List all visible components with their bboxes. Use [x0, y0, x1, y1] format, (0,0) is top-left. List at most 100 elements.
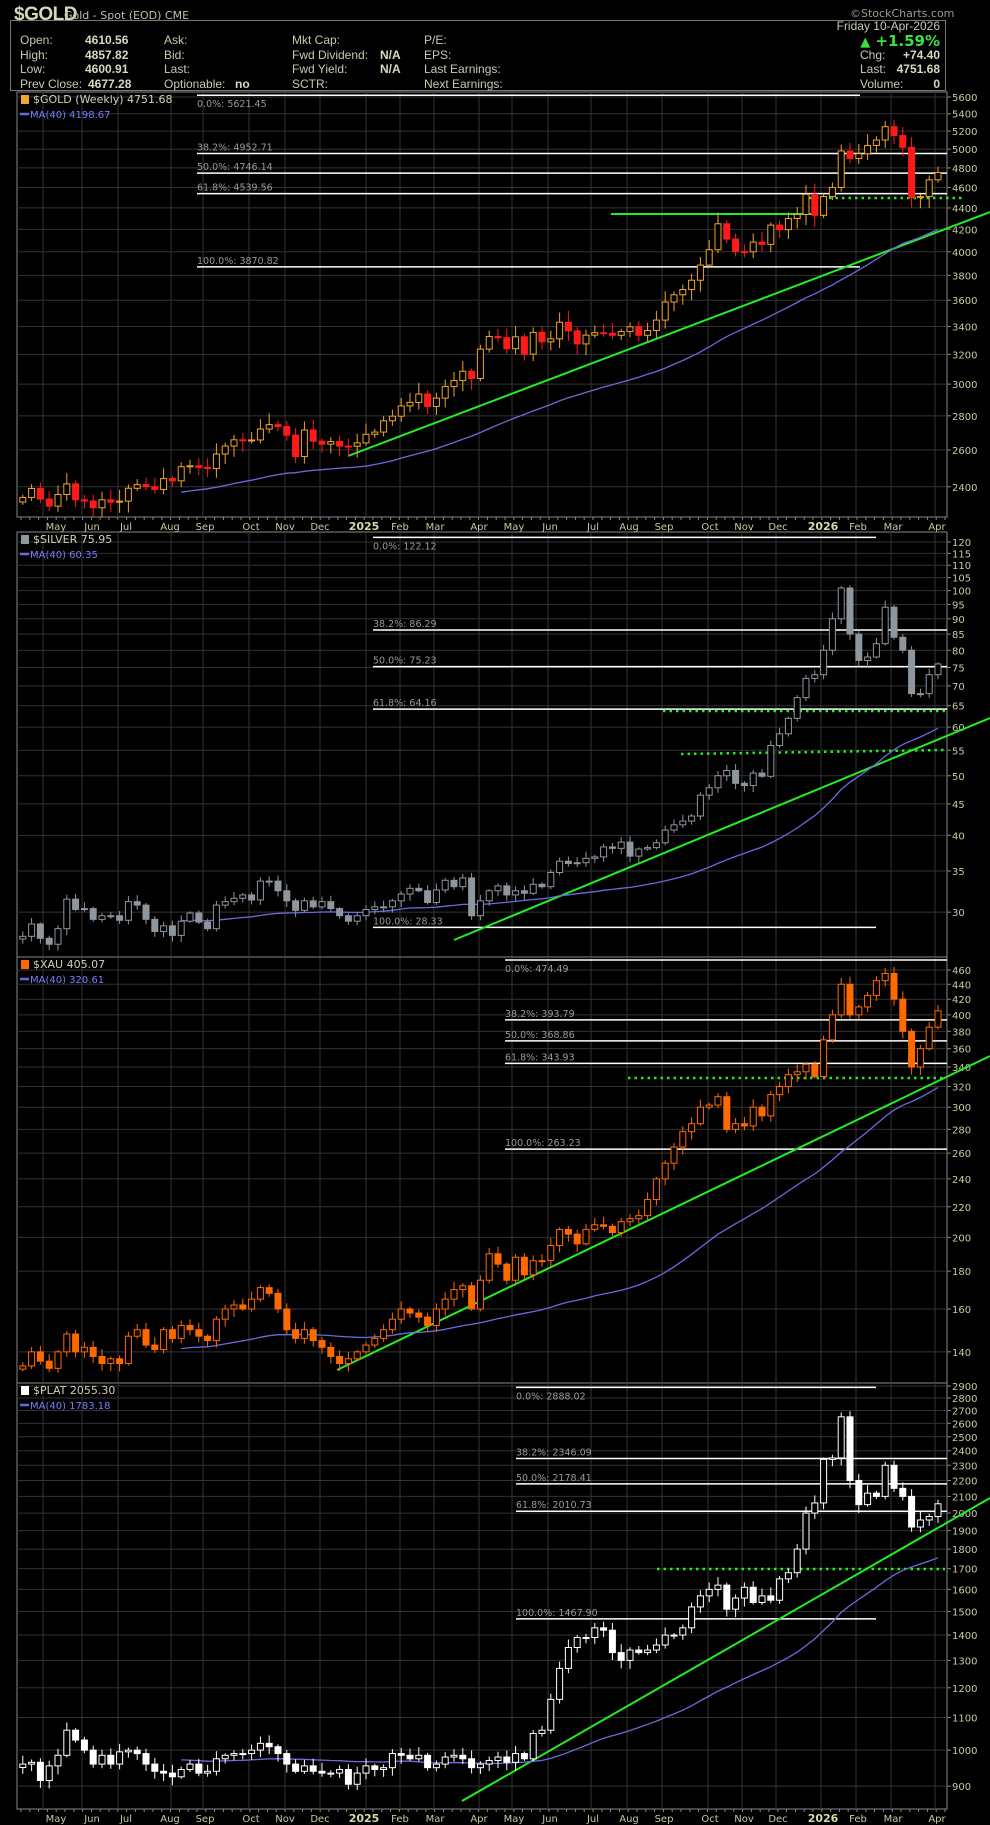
candle-body — [274, 1292, 282, 1310]
candle — [195, 1758, 203, 1777]
candle — [617, 328, 625, 341]
chg-label: Chg: — [860, 48, 886, 62]
y-tick-label: 180 — [952, 1267, 971, 1278]
candle — [124, 896, 132, 925]
fib-level-label: 100.0%: 3870.82 — [197, 256, 279, 267]
candle-body — [688, 1123, 696, 1133]
candle-body — [899, 135, 907, 148]
candle — [54, 1748, 62, 1775]
candle-body — [98, 1355, 106, 1365]
candle-body — [230, 897, 238, 903]
candle-body — [362, 1344, 370, 1353]
candle — [749, 233, 757, 259]
candle — [855, 1004, 863, 1020]
candle — [327, 1342, 335, 1364]
candle — [644, 845, 652, 851]
candle-body — [776, 1578, 784, 1601]
candle — [740, 244, 748, 258]
candle — [89, 494, 97, 517]
candle-body — [556, 321, 564, 340]
candle — [661, 1160, 669, 1186]
candle-body — [424, 890, 432, 904]
candle — [300, 1321, 308, 1344]
candle — [758, 1104, 766, 1122]
candle — [274, 1288, 282, 1313]
series-legend: $SILVER 75.95 — [33, 533, 112, 546]
x-axis-label: Oct — [242, 522, 259, 533]
candle — [547, 330, 555, 351]
candle — [353, 433, 361, 458]
candle — [732, 763, 740, 790]
candle-body — [432, 397, 440, 407]
candle — [28, 918, 36, 942]
candle — [837, 1412, 845, 1466]
candle — [644, 322, 652, 343]
candle-body — [626, 1218, 634, 1223]
candle-body — [274, 1746, 282, 1755]
candle — [864, 652, 872, 668]
fib-level-label: 38.2%: 4952.71 — [197, 143, 273, 154]
candle-body — [635, 1649, 643, 1654]
candle — [283, 421, 291, 441]
candle-body — [459, 877, 467, 888]
candle — [679, 1126, 687, 1155]
candle — [424, 885, 432, 905]
moving-average-line — [181, 1557, 939, 1765]
candle-body — [767, 744, 775, 777]
candle-body — [564, 860, 572, 864]
candle — [63, 1330, 71, 1357]
candle-body — [582, 334, 590, 345]
candle-body — [538, 1260, 546, 1263]
candle-body — [371, 431, 379, 435]
y-tick-label: 2300 — [952, 1461, 977, 1472]
candle-body — [899, 1487, 907, 1497]
y-tick-label: 1600 — [952, 1585, 977, 1596]
candle — [494, 328, 502, 342]
x-axis-label: Nov — [734, 522, 754, 533]
candle — [837, 586, 845, 625]
candle — [239, 1298, 247, 1311]
x-axis-label: May — [504, 1814, 525, 1825]
candle-body — [485, 1760, 493, 1765]
candle-body — [353, 442, 361, 447]
candle — [670, 819, 678, 833]
candle — [336, 1350, 344, 1371]
candle — [204, 1334, 212, 1348]
x-axis-label: Jul — [586, 522, 599, 533]
candle — [459, 361, 467, 392]
candle-body — [344, 915, 352, 922]
candle-body — [547, 1244, 555, 1262]
candle — [142, 1322, 150, 1348]
candle — [538, 1725, 546, 1737]
fib-level-label: 61.8%: 64.16 — [373, 698, 437, 709]
y-tick-label: 4000 — [952, 248, 977, 259]
candle-body — [160, 925, 168, 933]
candle-body — [564, 1228, 572, 1235]
x-axis-label: Mar — [426, 522, 446, 533]
candle — [371, 428, 379, 438]
candle-body — [248, 1298, 256, 1310]
low-label: Low: — [20, 62, 46, 76]
candle — [547, 869, 555, 890]
fib-level-label: 0.0%: 122.12 — [373, 541, 437, 552]
candle — [503, 328, 511, 354]
candle — [890, 1460, 898, 1492]
candle-body — [212, 1318, 220, 1342]
y-tick-label: 50 — [952, 772, 965, 783]
x-axis-label: Sep — [655, 522, 674, 533]
candle — [732, 1118, 740, 1134]
fib-level-label: 50.0%: 75.23 — [373, 656, 437, 667]
candle — [538, 882, 546, 889]
bid-label: Bid: — [164, 48, 185, 62]
candle — [591, 1622, 599, 1644]
candle — [494, 883, 502, 897]
candle — [688, 273, 696, 301]
y-tick-label: 65 — [952, 702, 965, 713]
candle — [230, 892, 238, 906]
y-tick-label: 2400 — [952, 483, 977, 494]
candle — [732, 233, 740, 257]
candle — [80, 1342, 88, 1358]
candle-body — [406, 1308, 414, 1314]
candle-body — [336, 1355, 344, 1365]
candle-body — [820, 1458, 828, 1504]
